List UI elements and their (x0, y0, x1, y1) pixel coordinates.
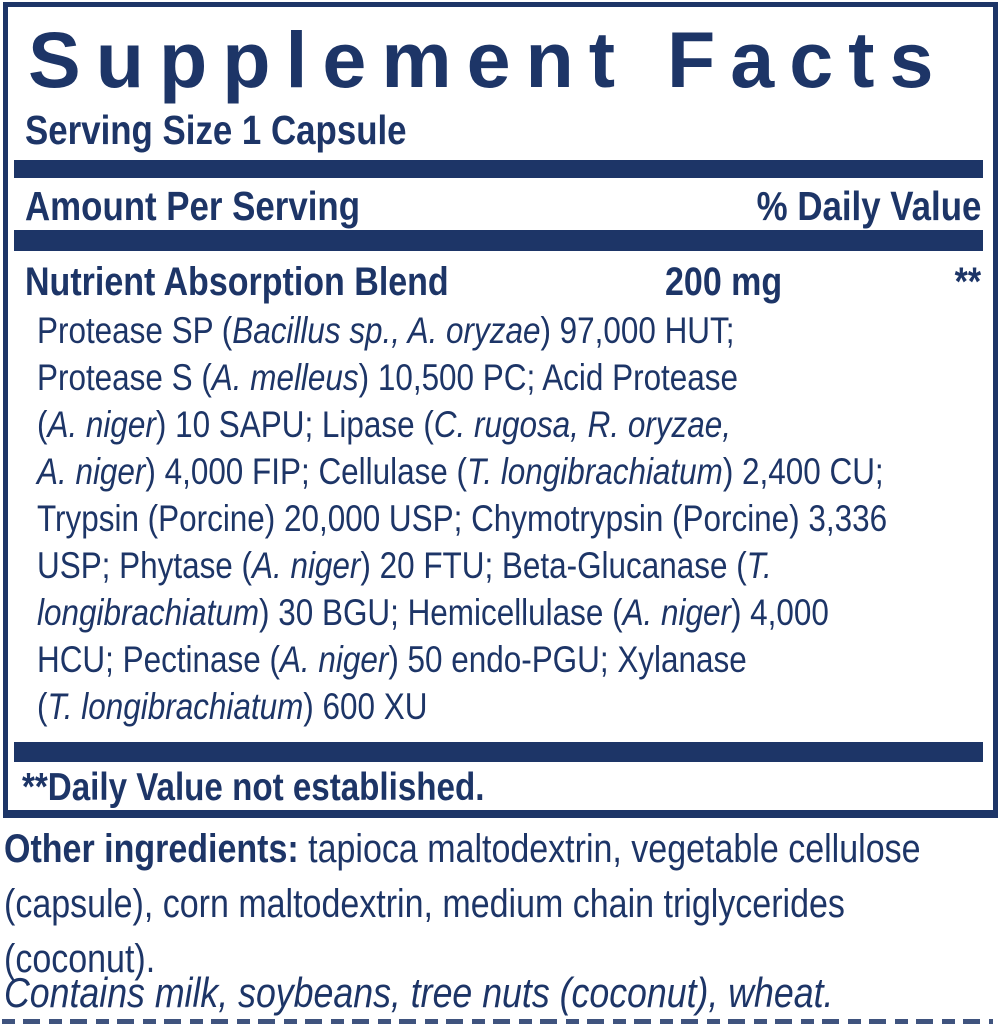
blend-row: Nutrient Absorption Blend 200 mg ** (25, 259, 981, 305)
blend-ingredient-lines: Protease SP (Bacillus sp., A. oryzae) 97… (20, 307, 981, 730)
divider-bar-middle (14, 230, 983, 251)
blend-daily-value: ** (954, 260, 981, 304)
column-header-row: Amount Per Serving % Daily Value (25, 184, 981, 228)
blend-ingredient-line: HCU; Pectinase (A. niger) 50 endo-PGU; X… (37, 639, 747, 680)
supplement-facts-panel: Supplement Facts Serving Size 1 Capsule … (3, 2, 998, 818)
serving-size-label: Serving Size 1 Capsule (25, 107, 407, 153)
blend-ingredient-line: A. niger) 4,000 FIP; Cellulase (T. longi… (37, 451, 884, 492)
daily-value-footnote: **Daily Value not established. (22, 766, 485, 809)
divider-bar-top (14, 160, 983, 178)
divider-bar-bottom (14, 742, 983, 762)
panel-title: Supplement Facts (28, 15, 949, 104)
blend-ingredient-line: (A. niger) 10 SAPU; Lipase (C. rugosa, R… (37, 404, 731, 445)
daily-value-header: % Daily Value (756, 183, 981, 229)
other-ingredients: Other ingredients: tapioca maltodextrin,… (4, 822, 1001, 987)
blend-ingredient-line: (T. longibrachiatum) 600 XU (37, 686, 428, 727)
other-ingredients-label: Other ingredients: (4, 827, 299, 871)
blend-ingredient-line: USP; Phytase (A. niger) 20 FTU; Beta-Glu… (37, 545, 772, 586)
blend-ingredient-line: Protease SP (Bacillus sp., A. oryzae) 97… (37, 310, 735, 351)
cropped-text-edge (2, 1019, 993, 1024)
blend-name: Nutrient Absorption Blend (25, 260, 449, 304)
blend-amount: 200 mg (665, 260, 783, 304)
blend-ingredient-line: Trypsin (Porcine) 20,000 USP; Chymotryps… (37, 498, 888, 539)
serving-size-text: Serving Size 1 Capsule (25, 108, 981, 152)
amount-per-serving-header: Amount Per Serving (25, 183, 361, 229)
blend-ingredient-line: Protease S (A. melleus) 10,500 PC; Acid … (37, 357, 738, 398)
other-ingredients-text: tapioca maltodextrin, vegetable cellulos… (4, 827, 921, 981)
blend-ingredient-line: longibrachiatum) 30 BGU; Hemicellulase (… (37, 592, 829, 633)
allergen-statement: Contains milk, soybeans, tree nuts (coco… (4, 969, 834, 1016)
